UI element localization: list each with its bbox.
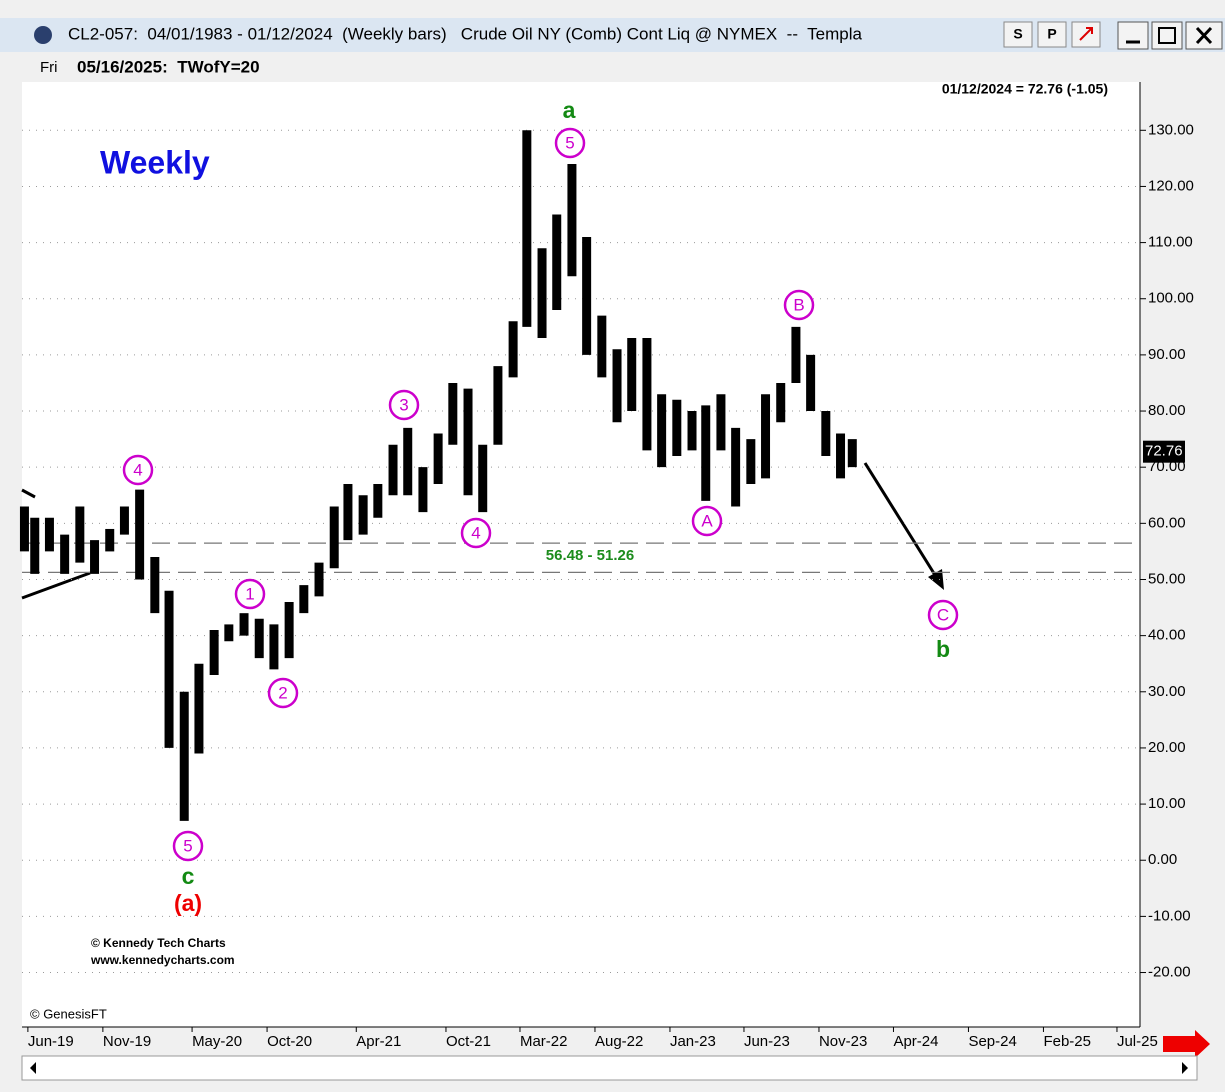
minimize-button[interactable] <box>1117 21 1149 50</box>
x-tick-label: Nov-23 <box>819 1033 867 1050</box>
trend-line <box>21 488 36 499</box>
wave-label: B <box>793 295 804 314</box>
last-price-box <box>1143 440 1185 463</box>
x-tick-label: May-20 <box>192 1033 242 1050</box>
price-header: 01/12/2024 = 72.76 (-1.05) <box>942 81 1108 97</box>
forecast-arrow <box>863 462 937 576</box>
scrollbar[interactable] <box>21 1055 1198 1081</box>
x-tick-label: Oct-21 <box>446 1033 491 1050</box>
arrow-head <box>928 569 944 590</box>
scroll-right[interactable] <box>1182 1062 1188 1074</box>
y-tick-label: -20.00 <box>1148 964 1191 981</box>
app-icon <box>34 26 52 44</box>
wave-label: C <box>937 605 949 624</box>
y-tick-label: 0.00 <box>1148 851 1177 868</box>
wave-circle <box>554 127 586 159</box>
wave-label: 4 <box>471 523 480 542</box>
y-tick-label: 90.00 <box>1148 346 1186 363</box>
trend-line <box>21 571 91 600</box>
x-tick-label: Apr-21 <box>356 1033 401 1050</box>
x-tick-label: Jun-23 <box>744 1033 790 1050</box>
y-tick-label: 110.00 <box>1148 234 1193 251</box>
y-tick-label: -10.00 <box>1148 907 1191 924</box>
x-tick-label: Feb-25 <box>1043 1033 1091 1050</box>
x-tick-label: Aug-22 <box>595 1033 643 1050</box>
close-button[interactable] <box>1185 21 1223 50</box>
wave-degree: a <box>563 97 576 123</box>
day-label: Fri <box>40 59 58 76</box>
wave-label: 1 <box>245 584 254 603</box>
plot-area <box>22 82 1140 1027</box>
maximize-button[interactable] <box>1151 21 1183 50</box>
wave-circle <box>234 578 266 610</box>
window-title: CL2-057: 04/01/1983 - 01/12/2024 (Weekly… <box>68 24 862 43</box>
close-icon <box>1195 26 1213 45</box>
window-buttons: S P <box>1003 21 1223 50</box>
x-tick-label: Jan-23 <box>670 1033 716 1050</box>
wave-label: 3 <box>399 395 408 414</box>
y-tick-label: 40.00 <box>1148 627 1186 644</box>
x-tick-label: Apr-24 <box>893 1033 938 1050</box>
y-tick-label: 80.00 <box>1148 402 1186 419</box>
wave-label: 2 <box>278 683 287 702</box>
wave-circle <box>172 830 204 862</box>
wave-circle <box>122 454 154 486</box>
last-price-label: 72.76 <box>1145 443 1183 460</box>
credit: © GenesisFT <box>30 1006 107 1021</box>
chart-title: Weekly <box>100 144 210 180</box>
wave-circle <box>927 599 959 631</box>
x-tick-label: Jul-25 <box>1117 1033 1158 1050</box>
wave-circle <box>460 517 492 549</box>
y-tick-label: 100.00 <box>1148 290 1194 307</box>
wave-degree: (a) <box>174 890 202 916</box>
wave-label: A <box>701 511 713 530</box>
credit: www.kennedycharts.com <box>90 953 235 967</box>
wave-degree: c <box>182 863 195 889</box>
credit: © Kennedy Tech Charts <box>91 936 226 950</box>
y-tick-label: 50.00 <box>1148 570 1186 587</box>
popout-icon <box>1079 27 1093 41</box>
maximize-icon <box>1158 27 1176 44</box>
x-tick-label: Nov-19 <box>103 1033 151 1050</box>
wave-label: 5 <box>565 133 574 152</box>
scroll-left[interactable] <box>30 1062 36 1074</box>
y-tick-label: 30.00 <box>1148 683 1186 700</box>
wave-circle <box>783 289 815 321</box>
y-tick-label: 120.00 <box>1148 177 1194 194</box>
wave-label: 5 <box>183 836 192 855</box>
y-tick-label: 60.00 <box>1148 514 1186 531</box>
button-label: P <box>1047 26 1056 42</box>
x-tick-label: Jun-19 <box>28 1033 74 1050</box>
button[interactable] <box>1003 21 1033 48</box>
button-label: S <box>1013 26 1022 42</box>
y-tick-label: 20.00 <box>1148 739 1186 756</box>
wave-circle <box>388 389 420 421</box>
button[interactable] <box>1037 21 1067 48</box>
x-tick-label: Sep-24 <box>968 1033 1016 1050</box>
y-tick-label: 10.00 <box>1148 795 1186 812</box>
level-label: 56.48 - 51.26 <box>546 547 634 564</box>
y-tick-label: 130.00 <box>1148 121 1194 138</box>
x-tick-label: Oct-20 <box>267 1033 312 1050</box>
scroll-arrow[interactable] <box>1163 1030 1210 1058</box>
wave-label: 4 <box>133 460 142 479</box>
date-line: 05/16/2025: TWofY=20 <box>77 57 260 76</box>
wave-circle <box>691 505 723 537</box>
x-tick-label: Mar-22 <box>520 1033 568 1050</box>
wave-degree: b <box>936 636 950 662</box>
wave-circle <box>267 677 299 709</box>
